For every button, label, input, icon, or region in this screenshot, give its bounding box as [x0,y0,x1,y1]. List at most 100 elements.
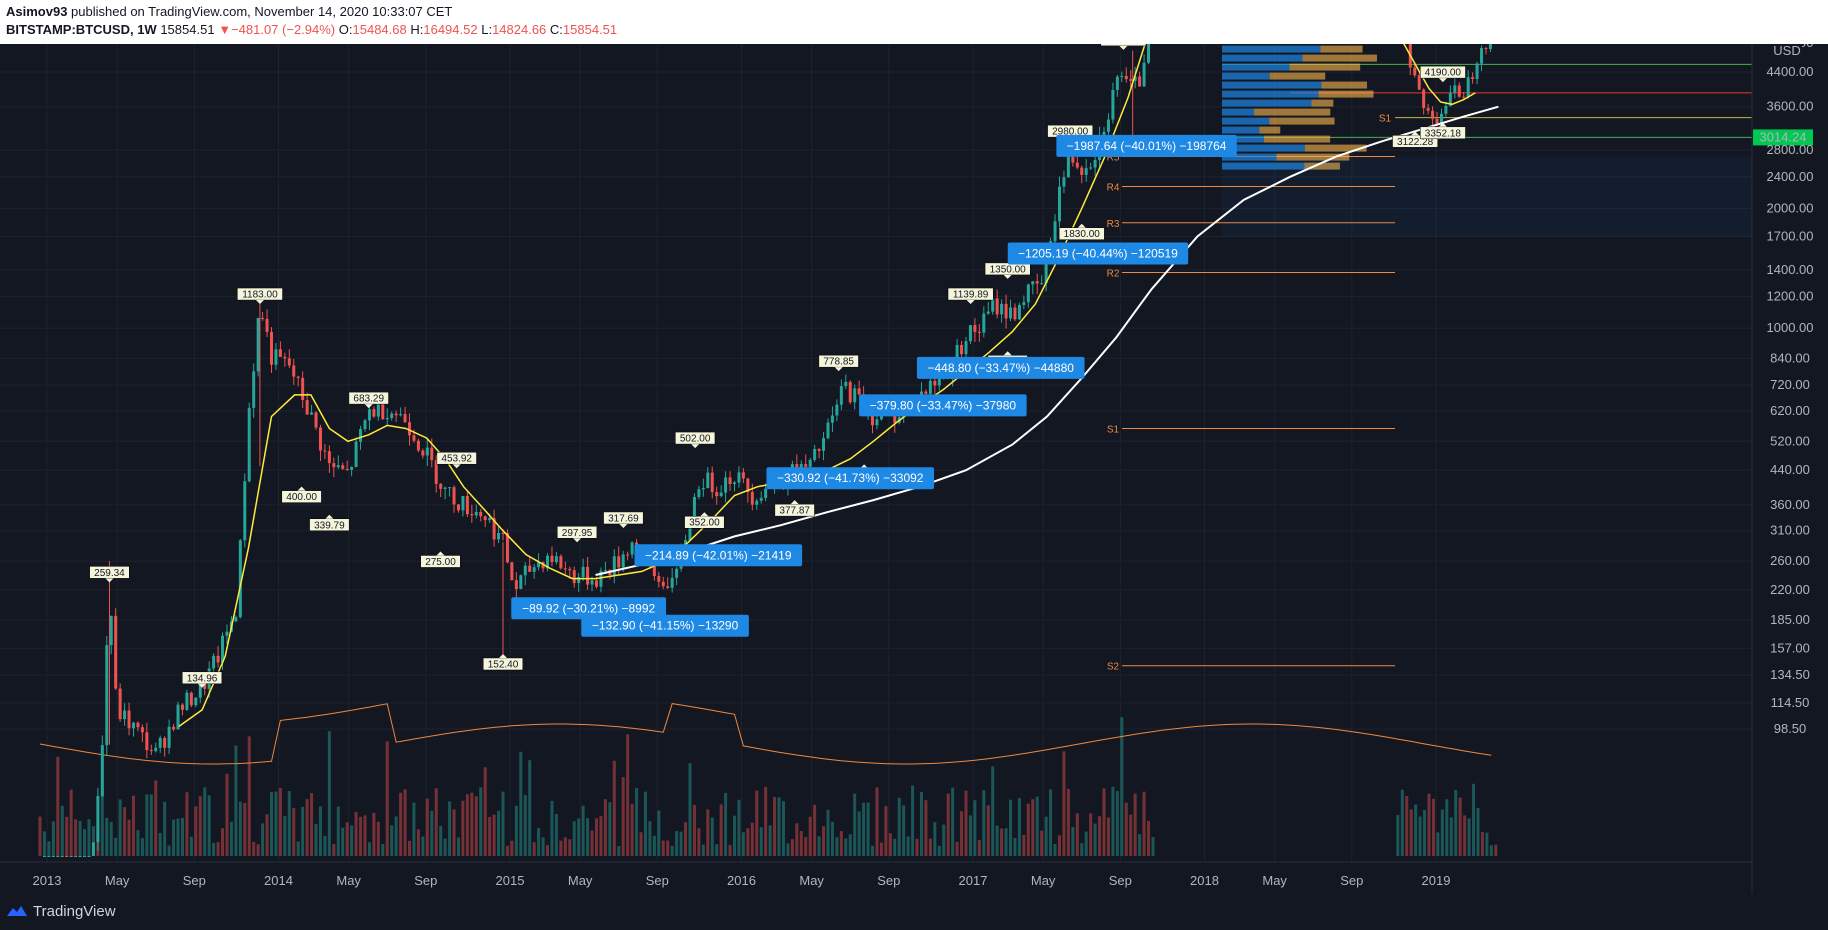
candle-body [212,655,216,669]
volume-profile-bar [1222,117,1270,125]
volume-bar [305,799,309,856]
volume-bar [879,842,883,856]
candle-body [225,631,229,636]
volume-bar [1013,837,1017,856]
candle-body [296,376,300,378]
volume-bar [1022,835,1026,856]
volume-bar [804,837,808,856]
label-pointer [1411,131,1420,136]
time-axis[interactable]: 2013 May Sep 2014 May Sep 2015 May Sep 2016 May Sep… [33,873,1451,888]
volume-bar [697,828,701,856]
volume-bar [403,789,407,856]
volume-bar [688,763,692,856]
volume-bar [287,791,291,856]
tradingview-logo[interactable]: TradingView [6,903,116,920]
candle-body [670,577,674,588]
x-tick-label: May [799,873,824,888]
candle-body [871,410,875,426]
volume-bar [376,821,380,856]
volume-bar [42,831,46,856]
trough-label: 3352.18 [1425,128,1462,139]
y-tick-label: 1400.00 [1767,262,1814,277]
volume-bar [848,834,852,856]
candle-body [937,378,941,386]
volume-bar [626,734,630,856]
volume-bar [590,830,594,856]
author-name[interactable]: Asimov93 [6,4,68,19]
volume-bar [1436,832,1440,856]
candle-body [399,414,403,416]
candle-body [310,412,314,415]
candle-body [599,571,603,587]
volume-profile-bar [1222,162,1305,170]
volume-bar [960,811,964,856]
volume-bar [862,802,866,856]
candle-body [234,617,238,622]
measure-text: −379.80 (−33.47%) −37980 [870,398,1017,412]
volume-bar [74,819,78,856]
volume-bar [741,832,745,856]
volume-bar [1049,789,1053,856]
candle-body [1138,76,1142,87]
candle-body [759,497,763,501]
volume-bar [559,840,563,856]
volume-bar [448,801,452,856]
close-value: 15854.51 [562,22,618,37]
candle-body [706,472,710,489]
label-pointer [573,538,582,543]
candle-body [345,468,349,470]
volume-bar [670,845,674,856]
candle-body [252,371,256,408]
y-tick-label: 360.00 [1770,497,1810,512]
volume-bar [56,756,60,856]
volume-bar [919,791,923,856]
candle-body [1071,155,1075,163]
volume-bar [394,816,398,856]
volume-profile-bar [1222,144,1305,152]
volume-bar [937,845,941,856]
tradingview-logo-text: TradingView [33,903,116,920]
volume-bar [60,805,64,856]
symbol-label[interactable]: BITSTAMP:BTCUSD, 1W [6,22,157,37]
candle-body [1471,77,1475,79]
volume-bar [1405,796,1409,856]
candle-body [243,481,247,541]
candle-body [483,516,487,521]
volume-bar [897,797,901,856]
candle-body [857,388,861,395]
label-pointer [1003,274,1012,279]
volume-bar [946,793,950,856]
candle-body [140,727,144,733]
volume-bar [679,831,683,856]
candle-body [123,710,127,720]
price-chart[interactable]: R5 R4 R3 R2 S1 S2 S1 259.34 134.96 1183.00 683.29… [0,44,1828,895]
volume-bar [1400,789,1404,856]
x-tick-label: May [568,873,593,888]
candle-body [131,722,135,729]
volume-bar [118,799,122,856]
candle-body [1484,48,1488,50]
volume-bar [928,838,932,856]
volume-bar [185,792,189,856]
candle-body [1147,44,1151,63]
volume-profile-bar [1254,108,1331,116]
candle-body [1444,105,1448,114]
candle-body [692,496,696,525]
volume-bar [341,827,345,856]
price-axis[interactable]: 5200.004400.003600.002800.002400.002000.… [1758,44,1814,736]
measure-box [1007,242,1189,265]
x-tick-label: Sep [646,873,669,888]
volume-bar [884,806,888,856]
volume-bar [247,736,251,856]
volume-bar [1494,844,1498,856]
volume-bar [857,811,861,856]
peak-label: 317.69 [608,513,639,524]
measure-boxes[interactable]: −89.92 (−30.21%) −8992 −132.90 (−41.15%) … [511,134,1237,637]
label-pointer [297,486,306,491]
candle-body [804,464,808,467]
volume-bar [1102,788,1106,856]
volume-profile-bar [1304,162,1340,170]
measure-text: −132.90 (−41.15%) −13290 [592,619,739,633]
volume-bar [968,815,972,856]
volume-bar [483,767,487,856]
